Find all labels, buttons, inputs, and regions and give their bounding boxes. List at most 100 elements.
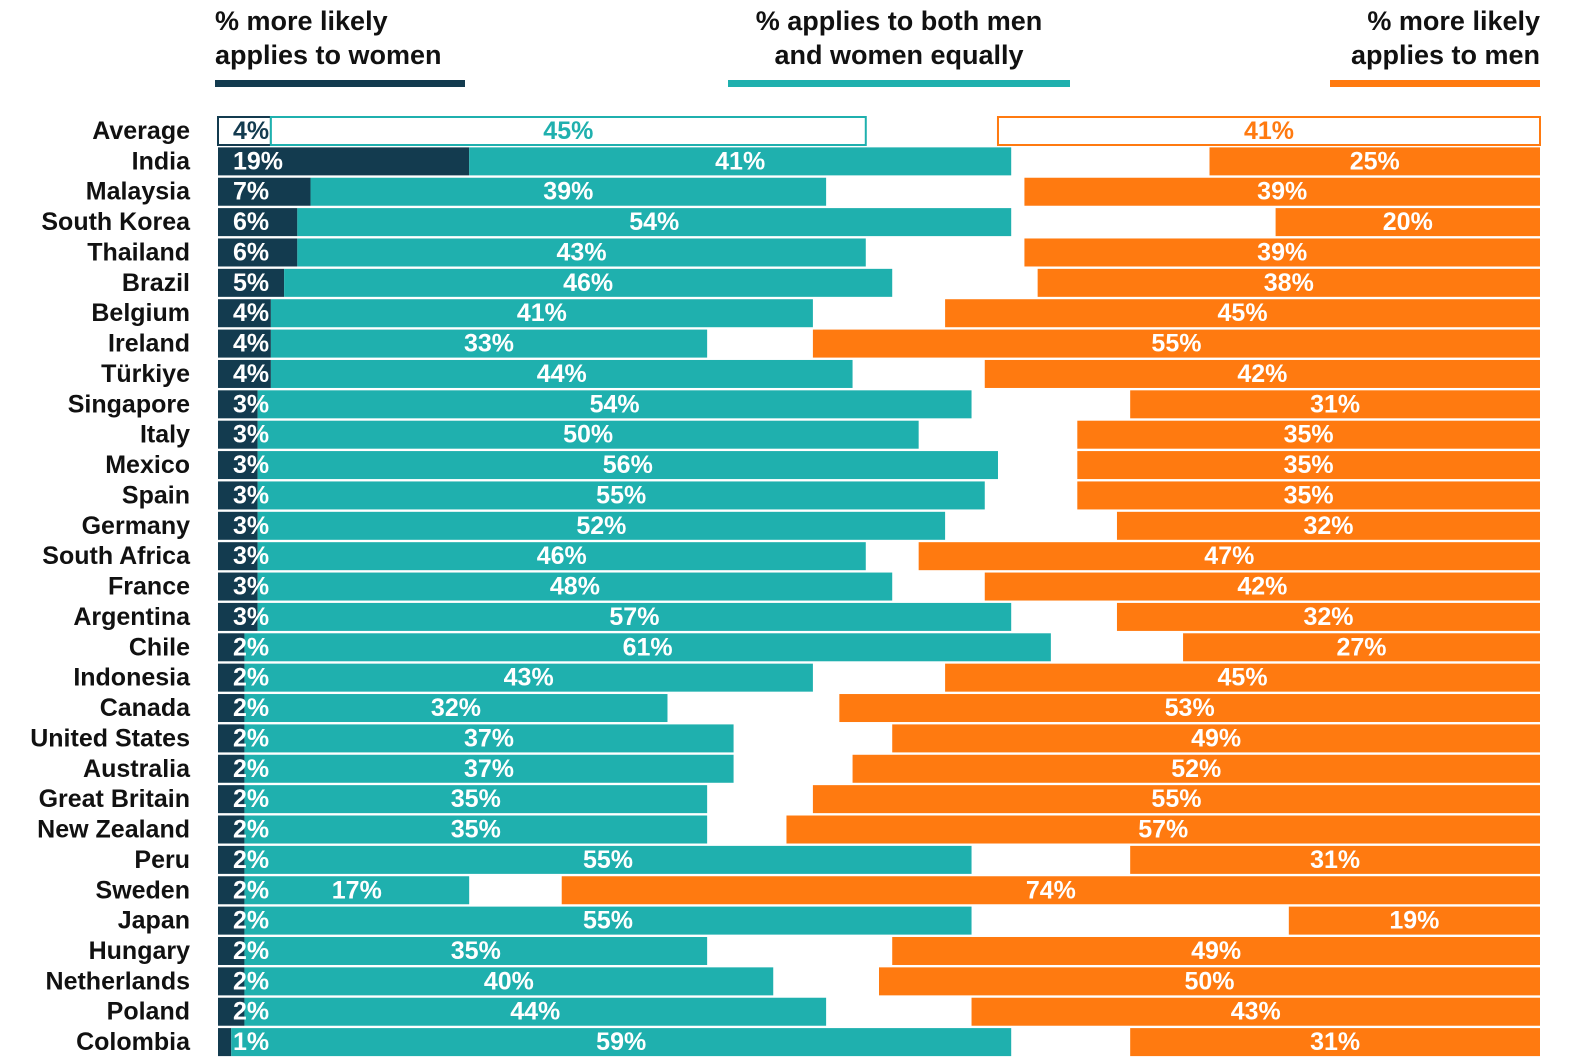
category-label: Australia xyxy=(83,755,191,783)
bar xyxy=(297,208,1012,237)
bar xyxy=(218,967,245,996)
value-label: 53% xyxy=(1165,694,1215,722)
value-label: 2% xyxy=(233,755,269,783)
bar xyxy=(218,572,258,601)
value-label: 5% xyxy=(233,269,269,297)
bar xyxy=(257,390,972,419)
bar xyxy=(1288,906,1540,935)
bar xyxy=(244,815,708,844)
bar xyxy=(218,420,258,449)
category-label: Italy xyxy=(140,421,190,449)
value-label: 6% xyxy=(233,208,269,236)
value-label: 74% xyxy=(1026,876,1076,904)
category-label: Colombia xyxy=(76,1028,191,1056)
bar xyxy=(257,420,919,449)
value-label: 19% xyxy=(1389,907,1439,935)
value-label: 40% xyxy=(484,967,534,995)
value-label: 59% xyxy=(596,1028,646,1056)
value-label: 2% xyxy=(233,998,269,1026)
bar xyxy=(257,542,866,571)
value-label: 25% xyxy=(1350,147,1400,175)
bar xyxy=(218,633,245,662)
value-label: 61% xyxy=(623,633,673,661)
bar xyxy=(1037,268,1540,297)
bar xyxy=(1209,147,1540,176)
bar xyxy=(218,602,258,631)
value-label: 35% xyxy=(1284,451,1334,479)
bar xyxy=(218,208,298,237)
bar xyxy=(852,754,1540,783)
value-label: 35% xyxy=(451,785,501,813)
bar xyxy=(1130,1028,1540,1057)
value-label: 56% xyxy=(603,451,653,479)
bar xyxy=(1077,481,1540,510)
bar xyxy=(218,1028,232,1057)
bar xyxy=(971,997,1540,1026)
value-label: 1% xyxy=(233,1028,269,1056)
category-label: India xyxy=(132,147,191,175)
bar xyxy=(244,694,668,723)
bar xyxy=(297,238,866,267)
value-label: 2% xyxy=(233,664,269,692)
bar xyxy=(218,694,245,723)
category-label: Canada xyxy=(100,694,191,722)
bar xyxy=(218,299,271,328)
value-label: 31% xyxy=(1310,1028,1360,1056)
value-label: 52% xyxy=(1171,755,1221,783)
bar xyxy=(244,724,734,753)
category-label: France xyxy=(108,573,190,601)
category-label: Spain xyxy=(122,481,190,509)
bar xyxy=(1183,633,1540,662)
value-label: 39% xyxy=(1257,178,1307,206)
bar xyxy=(244,936,708,965)
bar xyxy=(786,815,1540,844)
bar xyxy=(284,268,893,297)
value-label: 20% xyxy=(1383,208,1433,236)
value-label: 3% xyxy=(233,421,269,449)
value-label: 46% xyxy=(563,269,613,297)
value-label: 4% xyxy=(233,299,269,327)
value-label: 48% xyxy=(550,573,600,601)
value-label: 35% xyxy=(1284,481,1334,509)
value-label: 3% xyxy=(233,390,269,418)
value-label: 2% xyxy=(233,907,269,935)
value-label: 3% xyxy=(233,481,269,509)
bar xyxy=(218,390,258,419)
category-label: Brazil xyxy=(122,269,190,297)
bar xyxy=(984,359,1540,388)
value-label: 52% xyxy=(576,512,626,540)
value-label: 43% xyxy=(557,238,607,266)
bar xyxy=(1130,845,1540,874)
value-label: 41% xyxy=(517,299,567,327)
value-label: 32% xyxy=(1303,603,1353,631)
value-label: 54% xyxy=(629,208,679,236)
value-label: 45% xyxy=(1218,664,1268,692)
value-label: 42% xyxy=(1237,360,1287,388)
value-label: 57% xyxy=(1138,816,1188,844)
category-label: Thailand xyxy=(87,238,190,266)
value-label: 39% xyxy=(1257,238,1307,266)
bar xyxy=(1024,177,1540,206)
bar xyxy=(244,663,813,692)
category-label: Argentina xyxy=(73,603,191,631)
bar xyxy=(218,845,245,874)
value-label: 41% xyxy=(1244,117,1294,145)
value-label: 3% xyxy=(233,603,269,631)
value-label: 2% xyxy=(233,633,269,661)
bar xyxy=(244,754,734,783)
bar xyxy=(218,663,245,692)
category-label: Türkiye xyxy=(101,360,190,388)
value-label: 45% xyxy=(543,117,593,145)
bar xyxy=(269,116,867,146)
bar xyxy=(561,876,1540,905)
bar xyxy=(984,572,1540,601)
bar xyxy=(218,451,258,480)
value-label: 32% xyxy=(431,694,481,722)
bar xyxy=(812,329,1540,358)
legend-entry: % more likely applies to men xyxy=(1330,4,1540,87)
bar xyxy=(218,329,271,358)
bar xyxy=(1024,238,1540,267)
value-label: 32% xyxy=(1303,512,1353,540)
value-label: 33% xyxy=(464,330,514,358)
